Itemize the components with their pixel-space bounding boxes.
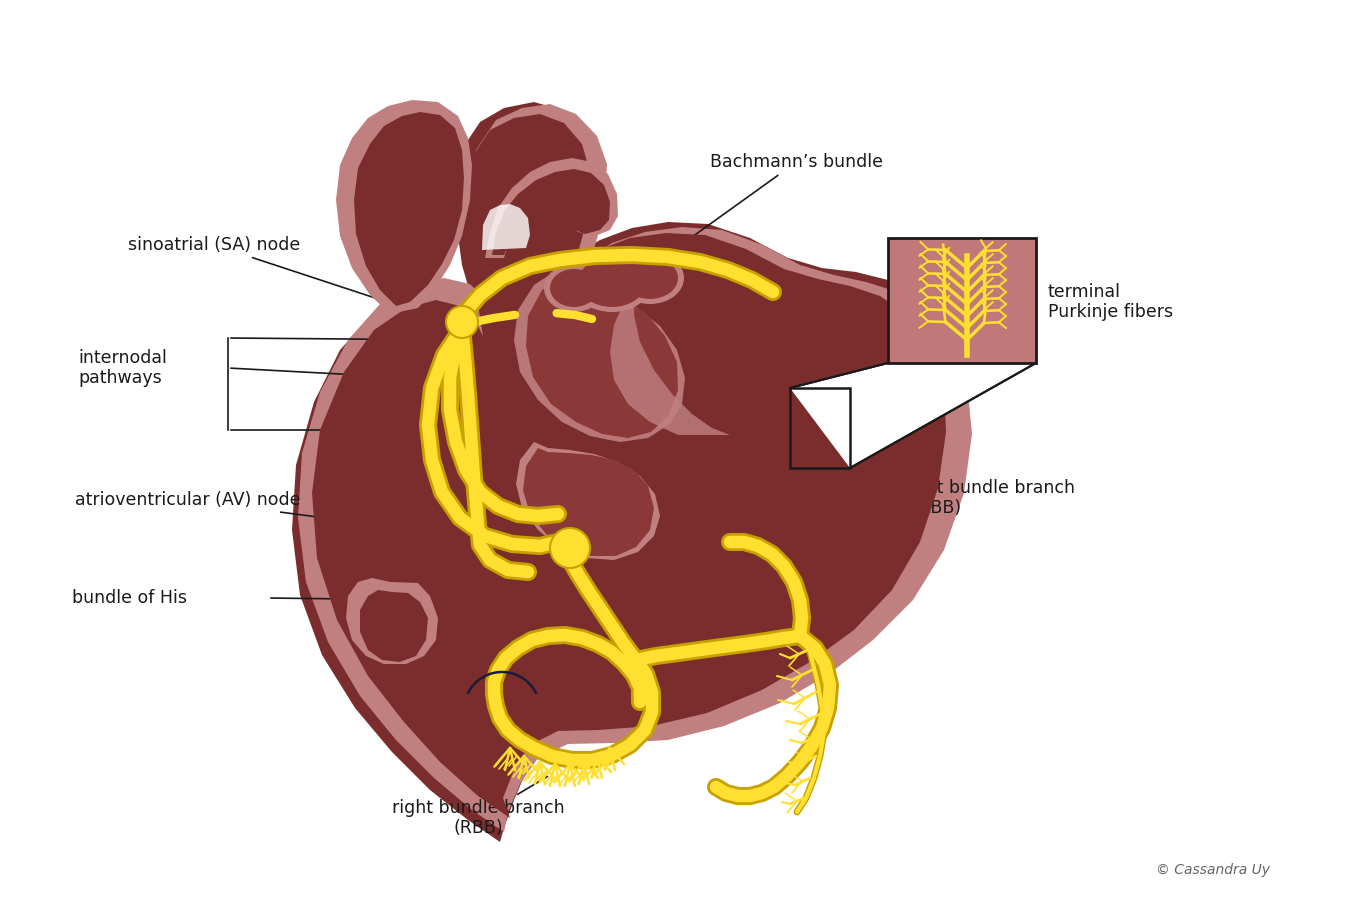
Polygon shape <box>482 204 530 250</box>
Polygon shape <box>354 112 464 306</box>
Polygon shape <box>360 590 428 662</box>
Polygon shape <box>513 258 684 442</box>
Polygon shape <box>526 262 678 438</box>
Ellipse shape <box>617 252 684 304</box>
Polygon shape <box>790 363 1036 468</box>
Polygon shape <box>297 104 972 832</box>
Circle shape <box>550 528 589 568</box>
Text: internodal
pathways: internodal pathways <box>77 349 167 388</box>
Polygon shape <box>485 158 618 258</box>
Text: right bundle branch
(RBB): right bundle branch (RBB) <box>391 776 565 837</box>
Polygon shape <box>312 114 947 818</box>
Polygon shape <box>516 442 660 560</box>
Polygon shape <box>346 578 439 664</box>
Text: bundle of His: bundle of His <box>72 589 187 607</box>
Ellipse shape <box>572 252 652 312</box>
Text: left bundle branch
(LBB): left bundle branch (LBB) <box>815 479 1076 541</box>
Polygon shape <box>492 169 610 255</box>
Bar <box>888 238 1036 363</box>
Text: terminal
Purkinje fibers: terminal Purkinje fibers <box>1048 282 1173 321</box>
Circle shape <box>445 306 478 338</box>
Ellipse shape <box>622 257 678 299</box>
Ellipse shape <box>579 257 646 307</box>
Polygon shape <box>335 100 473 314</box>
Ellipse shape <box>550 269 598 307</box>
Polygon shape <box>523 448 655 556</box>
Text: sinoatrial (SA) node: sinoatrial (SA) node <box>128 236 445 321</box>
Text: © Cassandra Uy: © Cassandra Uy <box>1156 863 1270 877</box>
Polygon shape <box>292 102 967 842</box>
Polygon shape <box>610 268 731 435</box>
Text: atrioventricular (AV) node: atrioventricular (AV) node <box>75 491 553 548</box>
Bar <box>790 388 850 468</box>
Text: Bachmann’s bundle: Bachmann’s bundle <box>663 153 883 259</box>
Ellipse shape <box>545 264 604 312</box>
